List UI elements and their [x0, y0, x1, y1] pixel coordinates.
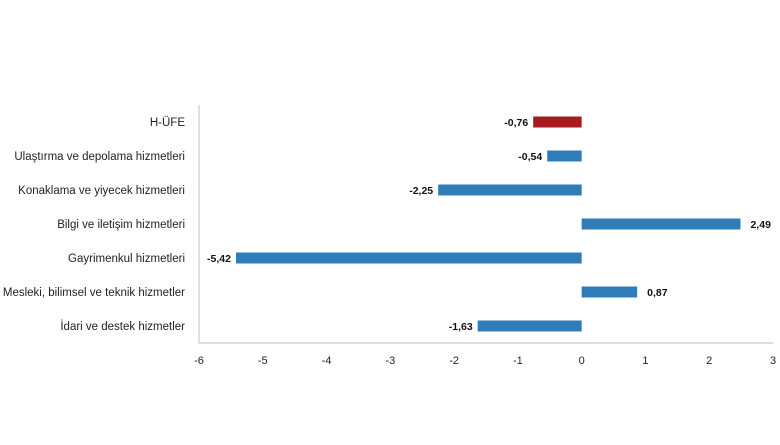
- category-label: H-ÜFE: [150, 117, 185, 129]
- data-label: -5,42: [207, 253, 231, 265]
- x-tick-label: 1: [642, 355, 648, 367]
- category-label: İdari ve destek hizmetler: [60, 320, 185, 333]
- x-tick-label: -1: [513, 355, 523, 367]
- bar: [581, 218, 741, 230]
- bar: [438, 184, 582, 196]
- data-label: 2,49: [750, 219, 771, 231]
- data-label: -0,54: [518, 151, 542, 163]
- category-label: Gayrimenkul hizmetleri: [68, 253, 185, 265]
- x-tick-label: -3: [385, 355, 395, 367]
- x-tick-label: 3: [770, 355, 776, 367]
- x-tick-label: -2: [449, 355, 459, 367]
- data-label: -2,25: [409, 185, 433, 197]
- category-label: Mesleki, bilimsel ve teknik hizmetler: [3, 287, 185, 299]
- data-label: -0,76: [504, 117, 528, 129]
- x-tick-label: -6: [194, 355, 204, 367]
- category-label: Ulaştırma ve depolama hizmetleri: [14, 151, 185, 163]
- bar: [235, 252, 582, 264]
- bar: [547, 150, 582, 162]
- data-label: 0,87: [647, 287, 668, 299]
- bar: [533, 116, 582, 128]
- x-tick-label: 2: [706, 355, 712, 367]
- bar: [581, 286, 638, 298]
- bar: [477, 320, 582, 332]
- category-label: Bilgi ve iletişim hizmetleri: [57, 219, 185, 231]
- category-label: Konaklama ve yiyecek hizmetleri: [18, 185, 185, 197]
- data-label: -1,63: [449, 321, 473, 333]
- x-tick-label: -5: [258, 355, 268, 367]
- x-tick-label: -4: [322, 355, 332, 367]
- x-tick-label: 0: [579, 355, 585, 367]
